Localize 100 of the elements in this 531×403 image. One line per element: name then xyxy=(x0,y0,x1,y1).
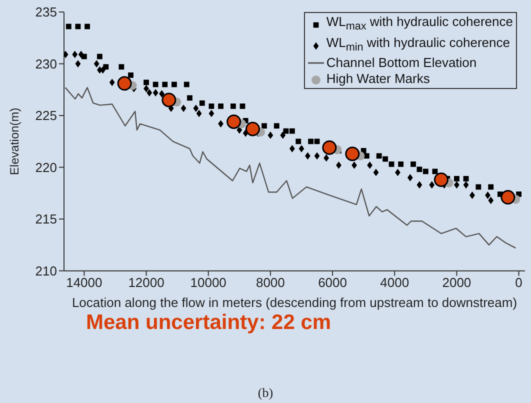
legend-label: Channel Bottom Elevation xyxy=(326,55,477,72)
point xyxy=(97,54,102,60)
point xyxy=(245,122,260,136)
point xyxy=(128,72,134,78)
point xyxy=(463,181,469,189)
point xyxy=(352,162,357,169)
point xyxy=(283,128,289,134)
point xyxy=(208,110,214,118)
point xyxy=(262,123,267,129)
point xyxy=(208,104,214,109)
x-tick-label: 14000 xyxy=(66,275,102,290)
text: (b) xyxy=(256,385,274,401)
point xyxy=(118,64,124,70)
point xyxy=(193,104,199,112)
point xyxy=(268,131,274,139)
point xyxy=(382,156,388,162)
point xyxy=(429,181,435,189)
point xyxy=(298,144,304,152)
point xyxy=(162,82,168,88)
x-tick-label: 4000 xyxy=(380,275,410,290)
point xyxy=(152,82,158,88)
point xyxy=(72,50,78,58)
line-series xyxy=(64,86,516,249)
point xyxy=(388,161,394,167)
point xyxy=(463,176,469,182)
x-tick-label: 2000 xyxy=(442,275,472,290)
point xyxy=(500,190,516,205)
point xyxy=(152,89,158,96)
point xyxy=(103,64,109,70)
point xyxy=(230,104,236,109)
point xyxy=(184,82,190,88)
point xyxy=(432,168,438,174)
point xyxy=(407,174,413,182)
point xyxy=(144,80,149,86)
point xyxy=(373,168,379,176)
legend-label: WL$_{min}$ with hydraulic coherence xyxy=(326,34,510,56)
point xyxy=(66,24,72,30)
point xyxy=(180,104,186,112)
point xyxy=(470,192,475,199)
point xyxy=(454,176,460,182)
y-tick-label: 220 xyxy=(35,160,57,175)
point xyxy=(196,110,202,118)
point xyxy=(75,60,81,68)
point xyxy=(274,123,280,129)
point xyxy=(434,172,448,187)
y-tick-label: 230 xyxy=(35,56,57,72)
x-axis-title: Location along the flow in meters (descending from upstream to downstream) xyxy=(72,294,518,310)
point xyxy=(100,66,106,74)
y-tick-label: 235 xyxy=(35,4,57,20)
x-tick-label: 0 xyxy=(515,275,522,290)
point xyxy=(226,114,242,129)
point xyxy=(322,140,337,155)
point xyxy=(117,76,132,91)
point xyxy=(146,89,152,96)
point xyxy=(109,78,115,86)
legend-label: WL$_{max}$ with hydraulic coherence xyxy=(326,14,513,35)
point xyxy=(364,153,370,159)
point xyxy=(314,152,320,160)
point xyxy=(314,138,320,144)
point xyxy=(236,126,242,134)
point xyxy=(336,162,342,169)
point xyxy=(84,24,90,30)
point xyxy=(78,50,84,58)
point xyxy=(422,168,428,174)
point xyxy=(280,131,286,139)
point xyxy=(324,154,330,162)
point xyxy=(159,90,164,98)
legend-label: High Water Marks xyxy=(326,71,430,88)
point xyxy=(187,95,192,101)
y-tick-label: 210 xyxy=(35,263,57,278)
point xyxy=(485,192,490,199)
point xyxy=(376,153,382,159)
point xyxy=(416,166,422,172)
point xyxy=(476,184,482,190)
point xyxy=(345,146,360,162)
x-tick-label: 12000 xyxy=(128,275,164,290)
point xyxy=(162,92,176,108)
point xyxy=(289,128,295,134)
point xyxy=(488,184,494,190)
point xyxy=(410,161,416,167)
point xyxy=(308,138,314,144)
point xyxy=(416,181,422,189)
point xyxy=(488,196,494,204)
point xyxy=(398,161,404,167)
x-tick-label: 8000 xyxy=(256,275,285,290)
x-tick-label: 6000 xyxy=(318,275,347,290)
point xyxy=(218,104,224,109)
y-tick-label: 215 xyxy=(35,212,57,227)
point xyxy=(289,144,295,152)
x-tick-label: 10000 xyxy=(190,275,226,290)
y-axis-title: Elevation(m) xyxy=(7,108,22,176)
point xyxy=(240,104,246,109)
point xyxy=(172,82,177,88)
y-tick-label: 225 xyxy=(35,108,57,124)
point xyxy=(296,138,302,144)
point xyxy=(199,100,205,106)
text: Mean uncertainty: 22 cm xyxy=(86,311,332,335)
point xyxy=(304,152,310,160)
point xyxy=(367,162,372,169)
point xyxy=(94,60,100,68)
